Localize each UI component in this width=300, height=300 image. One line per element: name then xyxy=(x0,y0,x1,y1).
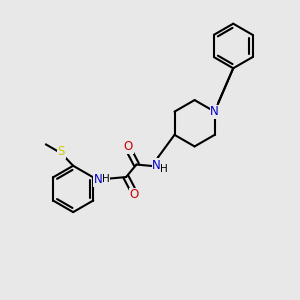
Text: S: S xyxy=(58,145,65,158)
Text: H: H xyxy=(160,164,168,174)
Text: O: O xyxy=(124,140,133,153)
Text: N: N xyxy=(152,159,161,172)
Text: H: H xyxy=(102,174,110,184)
Text: N: N xyxy=(94,173,103,186)
Text: O: O xyxy=(130,188,139,201)
Text: N: N xyxy=(210,105,219,118)
